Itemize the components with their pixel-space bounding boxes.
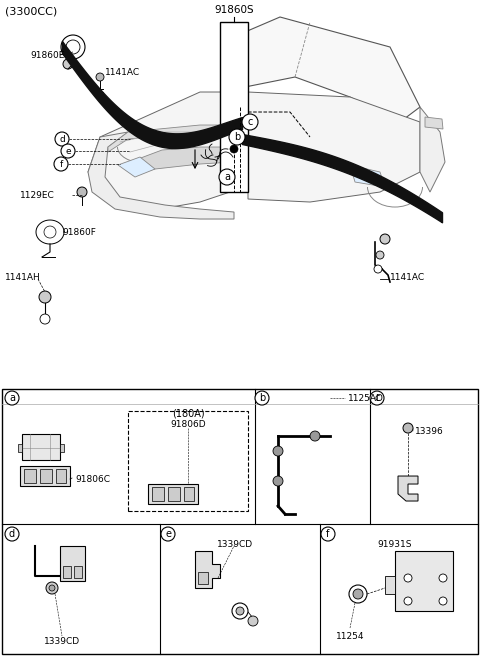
Circle shape	[77, 187, 87, 197]
Circle shape	[229, 129, 245, 145]
Circle shape	[310, 431, 320, 441]
Circle shape	[349, 585, 367, 603]
Polygon shape	[88, 132, 234, 219]
Circle shape	[61, 144, 75, 158]
Text: (3300CC): (3300CC)	[5, 6, 57, 16]
Text: f: f	[326, 529, 330, 539]
Bar	[24, 469, 36, 483]
Bar	[148, 484, 198, 504]
Circle shape	[232, 603, 248, 619]
Circle shape	[161, 527, 175, 541]
Text: f: f	[60, 159, 62, 169]
Circle shape	[61, 35, 85, 59]
Text: 1129EC: 1129EC	[20, 190, 55, 199]
Circle shape	[273, 446, 283, 456]
Text: d: d	[59, 134, 65, 144]
Circle shape	[66, 40, 80, 54]
Text: 13396: 13396	[415, 426, 444, 436]
Circle shape	[439, 574, 447, 582]
Circle shape	[63, 59, 73, 69]
Circle shape	[321, 527, 335, 541]
Circle shape	[40, 314, 50, 324]
Circle shape	[55, 132, 69, 146]
Circle shape	[439, 597, 447, 605]
Text: c: c	[247, 117, 252, 127]
Text: b: b	[259, 393, 265, 403]
Circle shape	[404, 574, 412, 582]
Text: 11254: 11254	[336, 632, 364, 640]
Text: 91860S: 91860S	[214, 5, 254, 15]
Bar	[63, 566, 71, 578]
Circle shape	[374, 265, 382, 273]
Circle shape	[376, 251, 384, 259]
Circle shape	[5, 527, 19, 541]
Circle shape	[5, 391, 19, 405]
Bar	[40, 469, 52, 483]
Bar	[128, 411, 248, 511]
Bar	[22, 434, 60, 460]
Circle shape	[353, 589, 363, 599]
Text: 1141AH: 1141AH	[5, 272, 41, 281]
Circle shape	[49, 585, 55, 591]
Text: 91806C: 91806C	[75, 474, 110, 483]
Polygon shape	[420, 107, 445, 192]
Circle shape	[54, 157, 68, 171]
Circle shape	[44, 226, 56, 238]
Polygon shape	[195, 551, 220, 588]
Circle shape	[380, 234, 390, 244]
Polygon shape	[425, 117, 443, 129]
Circle shape	[46, 582, 58, 594]
Text: 91860F: 91860F	[62, 228, 96, 237]
Polygon shape	[248, 92, 420, 202]
Bar	[60, 444, 64, 452]
Text: 91806D: 91806D	[170, 420, 206, 428]
Text: c: c	[374, 393, 380, 403]
Circle shape	[255, 391, 269, 405]
Bar	[18, 444, 22, 452]
Text: a: a	[224, 172, 230, 182]
Bar	[20, 466, 70, 486]
Circle shape	[219, 169, 235, 185]
Text: e: e	[65, 146, 71, 155]
Circle shape	[242, 114, 258, 130]
Bar	[168, 487, 180, 501]
Bar	[385, 576, 395, 594]
Text: 1141AC: 1141AC	[390, 272, 425, 281]
Bar	[395, 551, 453, 611]
Polygon shape	[245, 17, 420, 122]
Text: 91860E: 91860E	[30, 51, 64, 60]
Bar	[152, 487, 164, 501]
Text: 91931S: 91931S	[378, 539, 412, 548]
Circle shape	[39, 291, 51, 303]
Polygon shape	[108, 125, 234, 152]
Text: 1141AC: 1141AC	[105, 68, 140, 77]
Circle shape	[96, 73, 104, 81]
Text: (180A): (180A)	[172, 408, 204, 418]
Circle shape	[404, 597, 412, 605]
Circle shape	[403, 423, 413, 433]
Circle shape	[230, 145, 238, 153]
Text: 1339CD: 1339CD	[44, 636, 80, 646]
Text: 1339CD: 1339CD	[217, 539, 253, 548]
Polygon shape	[88, 92, 248, 209]
Bar	[184, 487, 194, 501]
Bar	[56, 469, 66, 483]
Bar	[60, 546, 85, 581]
Polygon shape	[398, 476, 418, 501]
Circle shape	[370, 391, 384, 405]
Text: d: d	[9, 529, 15, 539]
Bar	[74, 566, 82, 578]
Circle shape	[273, 476, 283, 486]
Text: 1125AD: 1125AD	[348, 394, 384, 403]
Circle shape	[248, 616, 258, 626]
Polygon shape	[350, 165, 385, 187]
Circle shape	[236, 607, 244, 615]
Text: b: b	[234, 132, 240, 142]
Bar	[220, 22, 248, 192]
Text: e: e	[165, 529, 171, 539]
Text: a: a	[9, 393, 15, 403]
Polygon shape	[118, 157, 155, 177]
Bar	[198, 572, 208, 584]
Polygon shape	[135, 147, 232, 174]
